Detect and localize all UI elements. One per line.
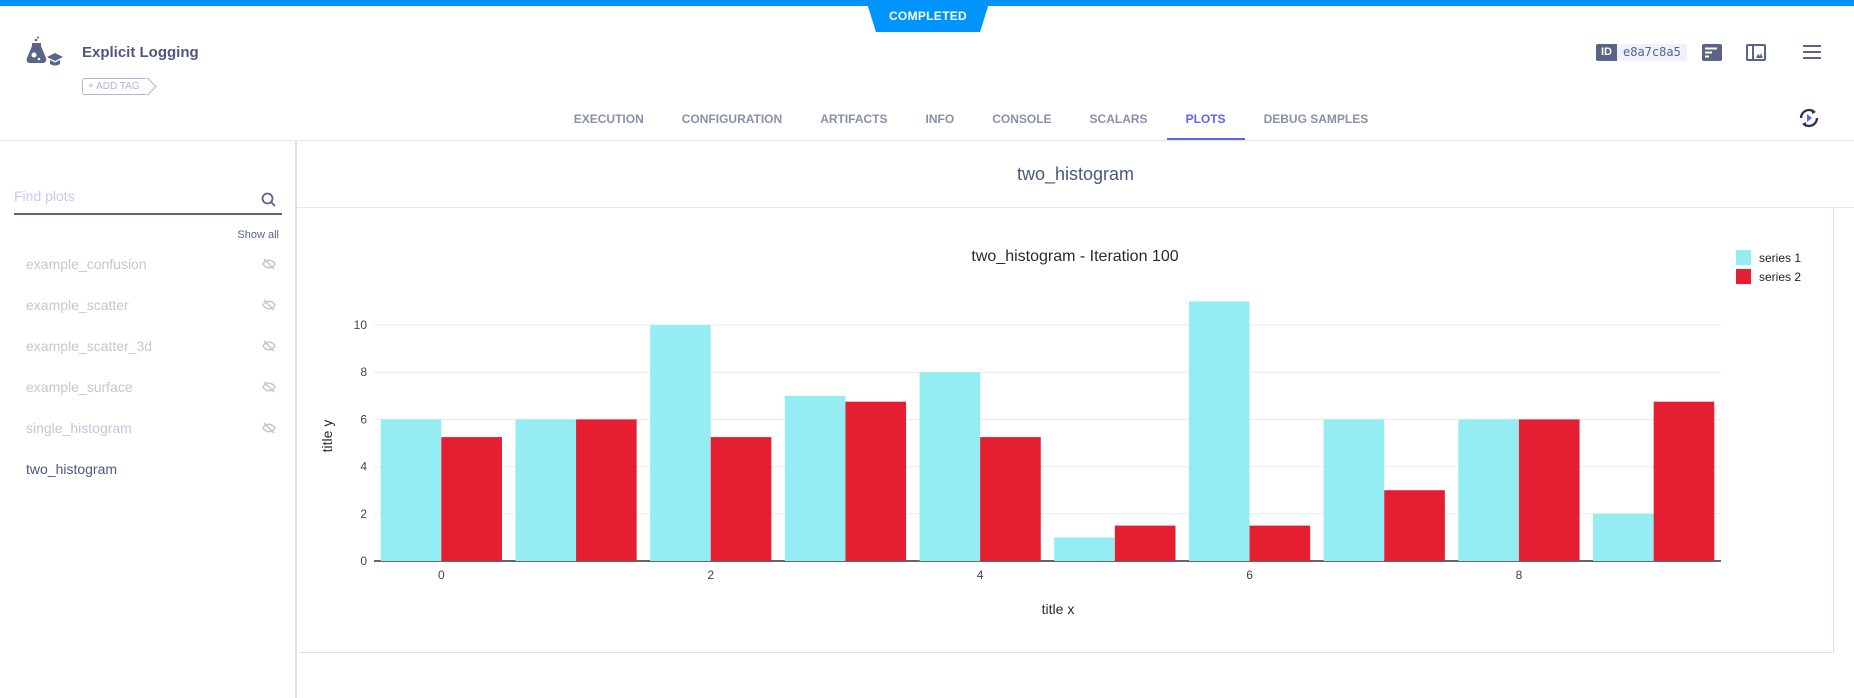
plot-item-label: example_scatter_3d (26, 338, 153, 354)
legend-swatch[interactable] (1736, 269, 1751, 284)
bar-series2[interactable] (441, 437, 502, 561)
x-tick-label: 4 (977, 568, 984, 582)
plot-item-label: example_scatter (26, 297, 129, 313)
bar-series2[interactable] (1249, 525, 1311, 561)
bar-series1[interactable] (515, 419, 577, 561)
bar-series2[interactable] (576, 419, 637, 561)
tab-debug-samples[interactable]: DEBUG SAMPLES (1263, 112, 1369, 126)
eye-off-icon[interactable] (262, 381, 276, 393)
id-label: ID (1596, 44, 1617, 61)
x-tick-label: 8 (1516, 568, 1523, 582)
find-plots-search[interactable] (14, 188, 282, 215)
y-tick-label: 0 (360, 554, 367, 568)
y-tick-label: 6 (360, 412, 367, 426)
tab-artifacts[interactable]: ARTIFACTS (820, 112, 888, 126)
auto-refresh-icon[interactable] (1797, 106, 1821, 130)
bar-series1[interactable] (784, 395, 846, 561)
show-all-link[interactable]: Show all (237, 229, 279, 241)
x-tick-label: 0 (438, 568, 445, 582)
bar-series2[interactable] (980, 437, 1041, 561)
y-tick-label: 4 (360, 460, 367, 474)
y-tick-label: 2 (360, 507, 367, 521)
plots-sidebar: Show all example_confusion example_scatt… (0, 141, 297, 698)
plot-item-single-histogram[interactable]: single_histogram (26, 420, 276, 436)
id-value: e8a7c8a5 (1617, 44, 1687, 61)
experiment-icon (26, 36, 63, 66)
bar-series1[interactable] (650, 325, 711, 561)
bar-series2[interactable] (1653, 401, 1715, 561)
search-icon[interactable] (261, 192, 276, 207)
chart-title: two_histogram - Iteration 100 (971, 248, 1178, 265)
plot-item-label: single_histogram (26, 420, 132, 436)
eye-off-icon[interactable] (262, 258, 276, 270)
menu-icon[interactable] (1803, 45, 1821, 59)
bar-series1[interactable] (1593, 513, 1654, 561)
add-tag-button[interactable]: + ADD TAG (82, 78, 146, 95)
plot-card: 0 2 4 6 8 10 0 2 4 6 8 two_histogram - Iteration 1… (299, 208, 1834, 653)
bar-series1[interactable] (380, 419, 442, 561)
plot-item-example-scatter-3d[interactable]: example_scatter_3d (26, 338, 276, 354)
header-divider (0, 140, 1854, 141)
y-tick-label: 8 (360, 365, 367, 379)
experiment-title: Explicit Logging (82, 44, 199, 61)
legend-label: series 1 (1759, 251, 1801, 265)
legend-label: series 2 (1759, 270, 1801, 284)
tab-info[interactable]: INFO (925, 112, 955, 126)
eye-off-icon[interactable] (262, 422, 276, 434)
bar-series1[interactable] (919, 372, 981, 561)
status-badge: COMPLETED (866, 0, 990, 32)
tab-execution[interactable]: EXECUTION (573, 112, 644, 126)
legend-swatch[interactable] (1736, 250, 1751, 265)
x-tick-label: 6 (1246, 568, 1253, 582)
plot-section-title: two_histogram (297, 141, 1854, 208)
plot-item-label: two_histogram (26, 461, 118, 477)
eye-off-icon[interactable] (262, 299, 276, 311)
search-input[interactable] (14, 188, 244, 204)
bar-series1[interactable] (1458, 419, 1519, 561)
bar-series2[interactable] (1518, 419, 1580, 561)
plot-item-label: example_confusion (26, 256, 147, 272)
info-panel-icon[interactable] (1702, 44, 1722, 61)
plot-item-example-scatter[interactable]: example_scatter (26, 297, 276, 313)
plot-item-example-confusion[interactable]: example_confusion (26, 256, 276, 272)
y-axis-label: title y (319, 420, 335, 453)
chart-legend[interactable]: series 1 series 2 (1736, 250, 1801, 284)
bar-series1[interactable] (1188, 301, 1250, 561)
plot-item-example-surface[interactable]: example_surface (26, 379, 276, 395)
tab-scalars[interactable]: SCALARS (1089, 112, 1148, 126)
y-tick-label: 10 (354, 318, 368, 332)
experiment-id[interactable]: ID e8a7c8a5 (1596, 44, 1687, 61)
tab-configuration[interactable]: CONFIGURATION (681, 112, 783, 126)
bar-series2[interactable] (710, 437, 772, 561)
tab-bar: EXECUTION CONFIGURATION ARTIFACTS INFO C… (0, 100, 1854, 140)
bar-series2[interactable] (1384, 490, 1445, 561)
bar-series1[interactable] (1323, 419, 1385, 561)
tab-plots[interactable]: PLOTS (1166, 100, 1245, 140)
layout-toggle-icon[interactable] (1746, 44, 1766, 61)
bar-series2[interactable] (1114, 525, 1176, 561)
tab-console[interactable]: CONSOLE (992, 112, 1052, 126)
x-axis-label: title x (1042, 601, 1075, 617)
x-tick-label: 2 (707, 568, 714, 582)
bar-series1[interactable] (1054, 537, 1115, 561)
bar-series2[interactable] (845, 401, 907, 561)
plot-item-label: example_surface (26, 379, 133, 395)
plot-item-two-histogram[interactable]: two_histogram (26, 461, 276, 477)
eye-off-icon[interactable] (262, 340, 276, 352)
bar-chart[interactable]: 0 2 4 6 8 10 0 2 4 6 8 two_histogram - Iteration 1… (299, 208, 1834, 653)
